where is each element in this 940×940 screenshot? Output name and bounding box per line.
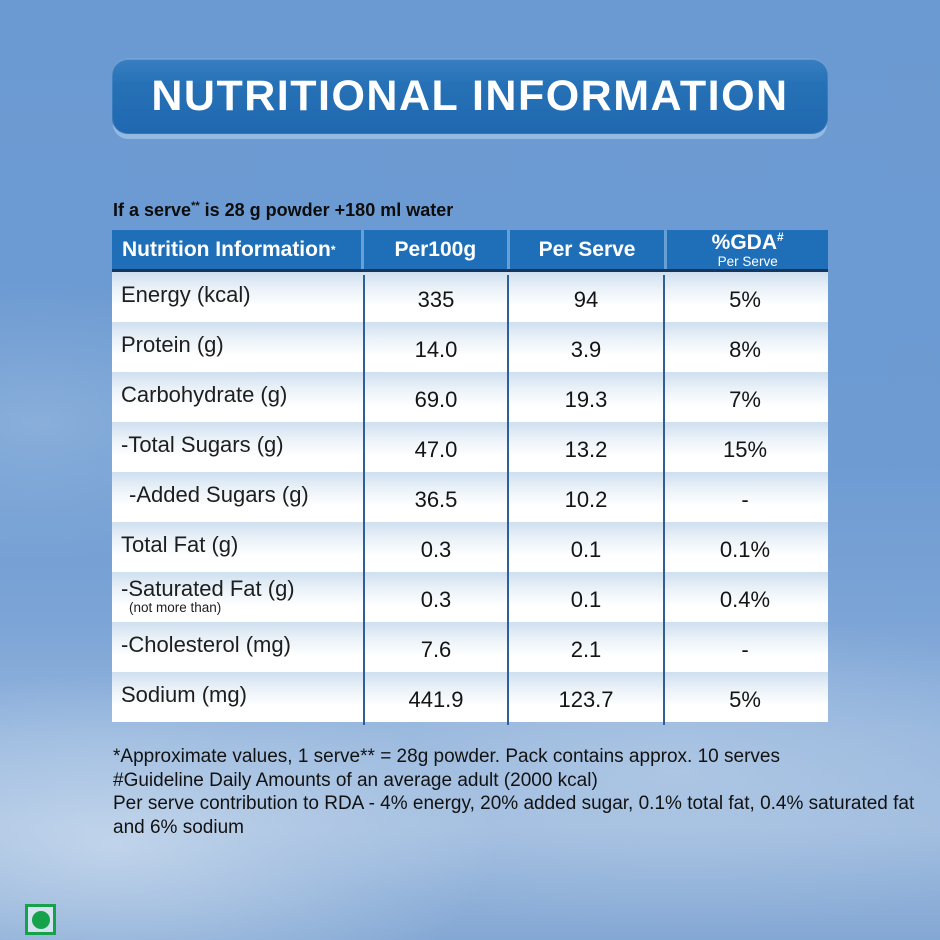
row-label: -Total Sugars (g)	[121, 432, 284, 457]
per100g-value: 0.3	[363, 575, 507, 625]
serve-size-note-sup: **	[191, 200, 200, 212]
per-serve-value: 0.1	[507, 525, 663, 575]
nutrition-table: Nutrition Information * Per100g Per Serve…	[112, 230, 828, 725]
row-label: -Saturated Fat (g) (not more than)	[112, 570, 363, 620]
row-label: Energy (kcal)	[121, 282, 251, 307]
gda-value: 5%	[663, 675, 825, 725]
serve-size-note-rest: is 28 g powder +180 ml water	[199, 200, 454, 220]
footnote-line: Per serve contribution to RDA - 4% energ…	[113, 793, 915, 814]
footnote-line: #Guideline Daily Amounts of an average a…	[113, 769, 598, 791]
footnote-line: *Approximate values, 1 serve** = 28g pow…	[113, 746, 780, 767]
table-body: Energy (kcal) 335 94 5% Protein (g) 14.0…	[112, 272, 828, 725]
serve-size-note: If a serve** is 28 g powder +180 ml wate…	[113, 200, 453, 221]
footnote-line: and 6% sodium	[113, 816, 244, 838]
per-serve-value: 94	[507, 275, 663, 325]
page-title: NUTRITIONAL INFORMATION	[151, 71, 789, 120]
header-per-serve: Per Serve	[506, 230, 665, 269]
table-row: -Added Sugars (g) 36.5 10.2 -	[112, 472, 828, 525]
per-serve-value: 0.1	[507, 575, 663, 625]
gda-value: 7%	[663, 375, 825, 425]
table-row: Sodium (mg) 441.9 123.7 5%	[112, 672, 828, 725]
per-serve-value: 2.1	[507, 625, 663, 675]
per-serve-value: 19.3	[507, 375, 663, 425]
table-header-row: Nutrition Information * Per100g Per Serve…	[112, 230, 828, 272]
header-gda-subtitle: Per Serve	[717, 253, 778, 269]
footnotes: *Approximate values, 1 serve** = 28g pow…	[113, 745, 923, 839]
row-label: -Added Sugars (g)	[129, 482, 309, 507]
title-banner: NUTRITIONAL INFORMATION	[112, 58, 828, 134]
per100g-value: 335	[363, 275, 507, 325]
header-nutrition-information: Nutrition Information *	[122, 237, 336, 261]
table-row: -Saturated Fat (g) (not more than) 0.3 0…	[112, 570, 828, 625]
per100g-value: 47.0	[363, 425, 507, 475]
gda-value: 15%	[663, 425, 825, 475]
row-label: -Cholesterol (mg)	[121, 632, 291, 657]
row-label: Protein (g)	[121, 332, 224, 357]
per100g-value: 441.9	[363, 675, 507, 725]
gda-value: 0.1%	[663, 525, 825, 575]
table-row: -Total Sugars (g) 47.0 13.2 15%	[112, 422, 828, 475]
table-row: Protein (g) 14.0 3.9 8%	[112, 322, 828, 375]
serve-size-note-text: If a serve	[113, 200, 192, 220]
table-row: Energy (kcal) 335 94 5%	[112, 272, 828, 325]
vegetarian-mark-icon	[25, 904, 56, 935]
per100g-value: 0.3	[363, 525, 507, 575]
gda-value: 5%	[663, 275, 825, 325]
per100g-value: 69.0	[363, 375, 507, 425]
table-row: -Cholesterol (mg) 7.6 2.1 -	[112, 622, 828, 675]
gda-value: 0.4%	[663, 575, 825, 625]
gda-value: -	[663, 625, 825, 675]
per-serve-value: 13.2	[507, 425, 663, 475]
per-serve-value: 10.2	[507, 475, 663, 525]
row-label: Sodium (mg)	[121, 682, 247, 707]
vegetarian-dot-icon	[31, 910, 50, 929]
per100g-value: 14.0	[363, 325, 507, 375]
row-label: Carbohydrate (g)	[121, 382, 288, 407]
per100g-value: 36.5	[363, 475, 507, 525]
row-label: Total Fat (g)	[121, 532, 239, 557]
per-serve-value: 123.7	[507, 675, 663, 725]
table-row: Carbohydrate (g) 69.0 19.3 7%	[112, 372, 828, 425]
row-sublabel: (not more than)	[129, 599, 222, 615]
per-serve-value: 3.9	[507, 325, 663, 375]
header-gda: %GDA# Per Serve	[664, 230, 828, 269]
gda-value: -	[663, 475, 825, 525]
header-per-100g: Per100g	[360, 230, 507, 269]
table-row: Total Fat (g) 0.3 0.1 0.1%	[112, 522, 828, 575]
gda-value: 8%	[663, 325, 825, 375]
per100g-value: 7.6	[363, 625, 507, 675]
